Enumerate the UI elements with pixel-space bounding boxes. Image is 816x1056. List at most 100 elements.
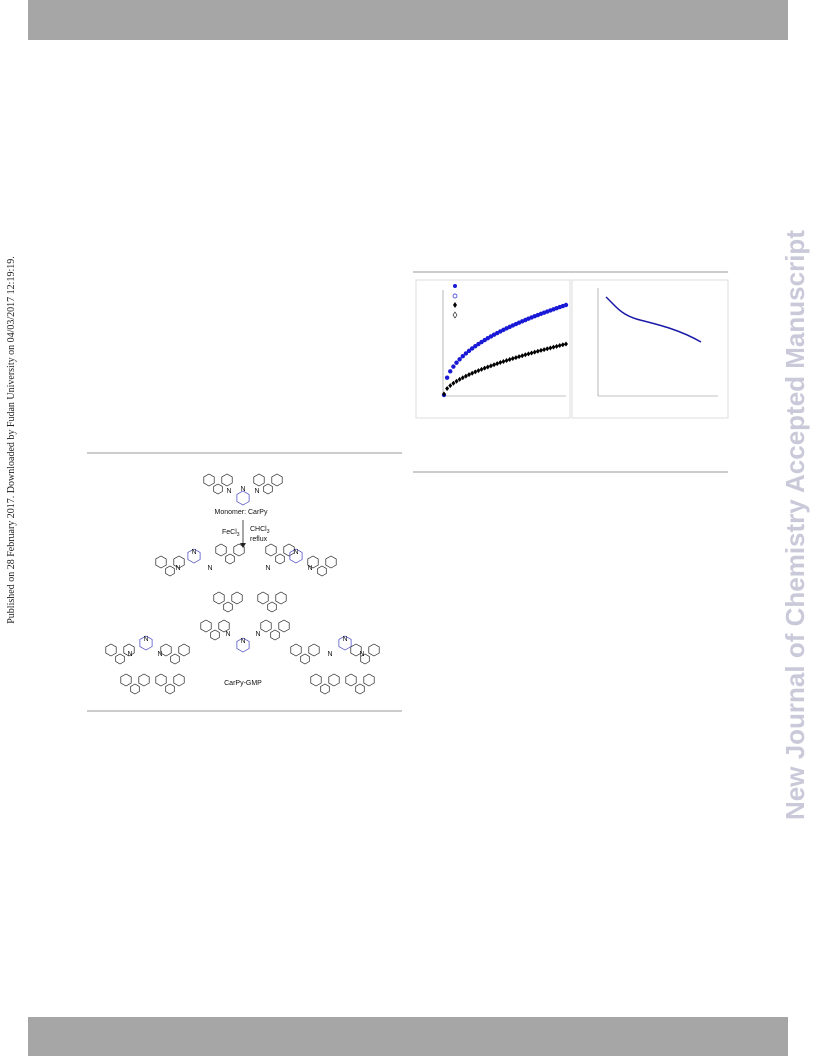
black-marker (488, 363, 493, 369)
atom-label: N (327, 651, 332, 658)
ring (173, 673, 185, 687)
blue-marker (457, 357, 462, 362)
atom-label: N (293, 549, 298, 556)
atom-label: N (240, 638, 245, 645)
ring (300, 653, 310, 665)
black-marker (564, 341, 568, 347)
atom-label: N (127, 651, 132, 658)
black-marker (463, 373, 468, 379)
black-marker (523, 352, 528, 358)
ring (310, 673, 322, 687)
ring (138, 673, 150, 687)
black-marker (485, 364, 490, 370)
black-marker (482, 365, 487, 371)
ring (345, 673, 357, 687)
blue-marker (469, 346, 475, 351)
black-marker (545, 346, 550, 352)
ring (203, 473, 215, 487)
black-marker (498, 360, 503, 366)
black-marker (513, 355, 518, 361)
ring (213, 483, 223, 495)
black-marker (535, 348, 540, 354)
black-marker (448, 383, 453, 389)
black-marker (510, 356, 515, 362)
blue-marker (451, 364, 456, 369)
ring (338, 635, 352, 651)
blue-marker (444, 375, 450, 380)
condition: reflux (250, 536, 268, 543)
blue-marker (473, 344, 478, 349)
atom-label: N (143, 636, 148, 643)
ring (275, 553, 285, 565)
atom-label: N (342, 636, 347, 643)
monomer-label: Monomer: CarPy (215, 509, 268, 516)
ring (275, 591, 287, 605)
black-marker (501, 359, 506, 365)
ring (170, 653, 180, 665)
ring (360, 653, 370, 665)
ring (278, 619, 290, 633)
ring (355, 683, 365, 695)
atom-label: N (207, 565, 212, 572)
header-bar (28, 0, 788, 40)
black-marker (526, 351, 531, 357)
ring (263, 483, 273, 495)
black-marker (457, 376, 462, 382)
ring (233, 543, 245, 557)
ring (317, 565, 327, 577)
ring (267, 601, 277, 613)
black-marker (532, 349, 537, 355)
ring (187, 548, 201, 564)
black-marker (442, 391, 446, 397)
black-marker (467, 372, 472, 378)
black-marker (473, 369, 478, 375)
ring (115, 653, 125, 665)
black-marker (460, 375, 465, 381)
black-marker (470, 370, 475, 376)
atom-label: N (254, 488, 259, 495)
ring (271, 473, 283, 487)
ring (236, 637, 250, 653)
black-marker (557, 343, 562, 349)
black-marker (476, 368, 481, 374)
blue-marker (476, 341, 481, 347)
black-marker (445, 385, 450, 391)
ring (160, 643, 172, 657)
ring (165, 565, 175, 577)
reagent: FeCl3 (222, 529, 240, 538)
ring (257, 591, 269, 605)
ring (120, 673, 132, 687)
footer-bar (28, 1017, 788, 1056)
atom-label: N (255, 631, 260, 638)
ring (253, 473, 265, 487)
black-marker (560, 342, 565, 348)
atom-label: N (265, 565, 270, 572)
black-marker (479, 366, 484, 372)
ring (225, 553, 235, 565)
atom-label: N (226, 488, 231, 495)
ring (289, 548, 303, 564)
solvent: CHCl3 (250, 526, 270, 535)
ring (210, 629, 220, 641)
ring (325, 555, 337, 569)
ring (139, 635, 153, 651)
black-marker (542, 347, 547, 353)
ring (307, 555, 319, 569)
atom-label: N (175, 565, 180, 572)
atom-label: N (191, 549, 196, 556)
black-marker (454, 378, 459, 384)
black-marker (551, 344, 556, 350)
black-marker (517, 354, 522, 360)
atom-label: N (240, 486, 245, 493)
ring (290, 643, 302, 657)
blue-marker (466, 348, 472, 354)
ring (363, 673, 375, 687)
ring (236, 490, 250, 506)
blue-marker (463, 351, 469, 356)
ring (155, 673, 167, 687)
ring (231, 591, 243, 605)
ring (215, 543, 227, 557)
ring (308, 643, 320, 657)
